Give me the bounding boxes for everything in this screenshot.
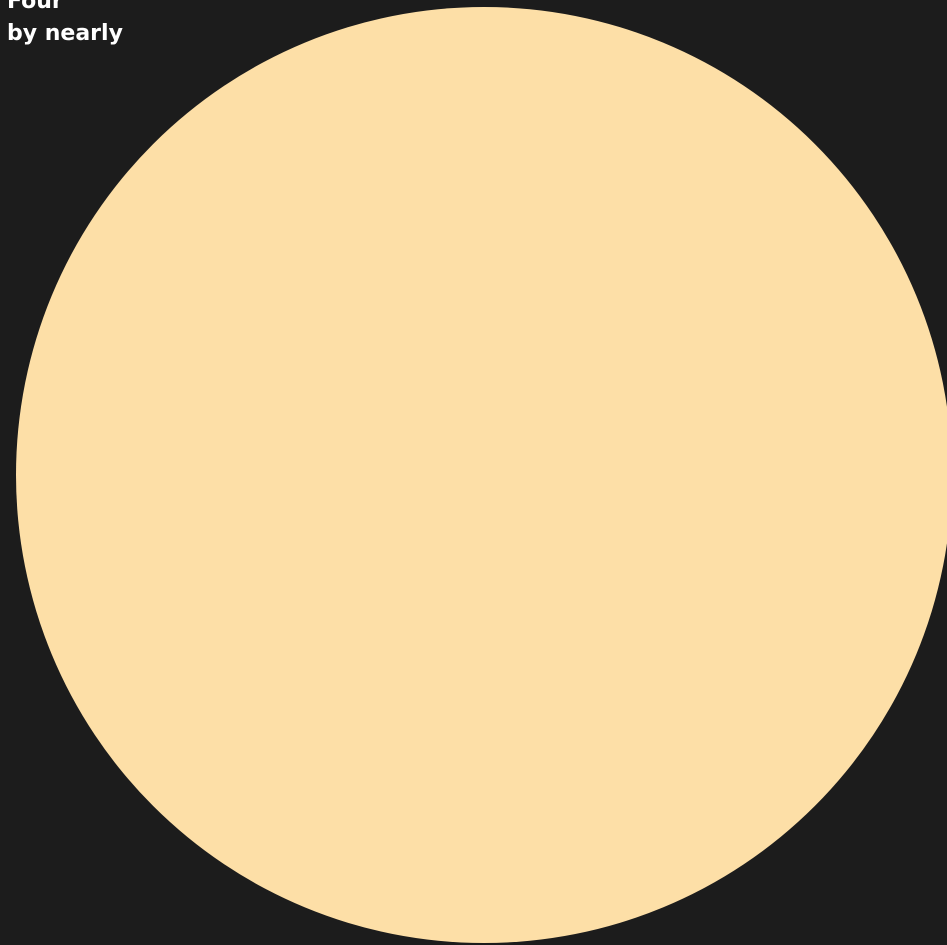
caption-line-2: by nearly: [7, 21, 123, 46]
circle-shape: [16, 7, 947, 943]
caption-text: Four by nearly: [7, 0, 123, 50]
caption-line-1: Four: [7, 0, 63, 14]
